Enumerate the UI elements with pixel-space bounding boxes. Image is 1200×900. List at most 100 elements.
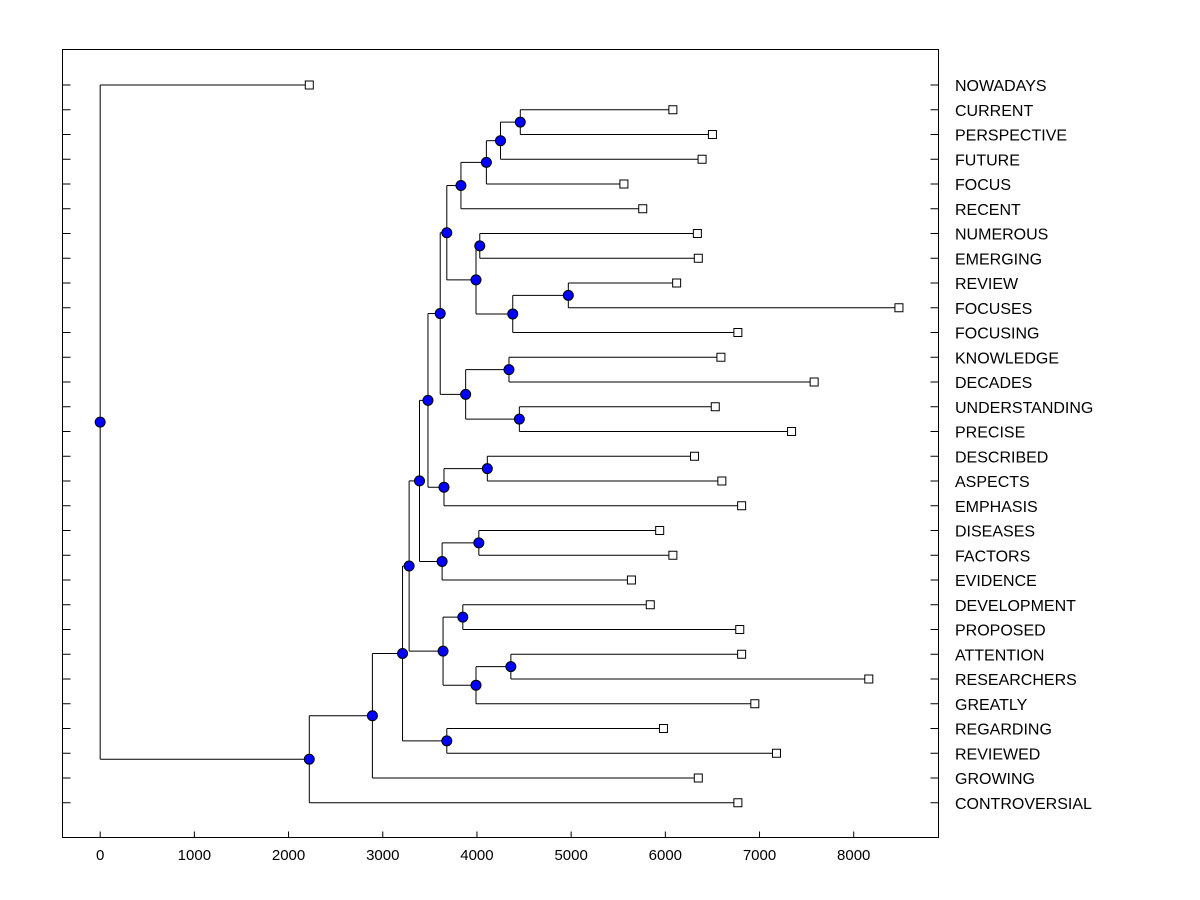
- leaf-marker: [750, 699, 760, 709]
- leaf-label: FOCUSING: [955, 326, 1039, 343]
- leaf-marker: [733, 798, 743, 808]
- merge-node: [441, 735, 453, 747]
- x-tick-label: 7000: [743, 847, 776, 864]
- leaf-marker: [809, 377, 819, 387]
- leaf-label: NUMEROUS: [955, 227, 1048, 244]
- leaf-label: REVIEWED: [955, 746, 1040, 763]
- leaf-marker: [626, 575, 636, 585]
- leaf-label: EVIDENCE: [955, 573, 1037, 590]
- merge-node: [397, 647, 409, 659]
- leaf-marker: [638, 204, 648, 214]
- leaf-label: FACTORS: [955, 548, 1030, 565]
- leaf-marker: [864, 674, 874, 684]
- merge-node: [303, 753, 315, 765]
- merge-node: [436, 555, 448, 567]
- leaf-marker: [672, 278, 682, 288]
- plot-frame: [62, 49, 939, 838]
- leaf-label: NOWADAYS: [955, 78, 1047, 95]
- merge-node: [437, 645, 449, 657]
- leaf-marker: [737, 649, 747, 659]
- leaf-marker: [693, 253, 703, 263]
- leaf-label: RESEARCHERS: [955, 672, 1077, 689]
- leaf-label: REGARDING: [955, 722, 1052, 739]
- x-axis: 0 1000 2000 3000 4000 5000 6000 7000 8000: [96, 831, 870, 864]
- merge-node: [503, 364, 515, 376]
- merge-node: [505, 661, 517, 673]
- merge-node: [507, 308, 519, 320]
- leaf-label: DEVELOPMENT: [955, 598, 1076, 615]
- x-tick-label: 3000: [366, 847, 399, 864]
- leaf-label: RECENT: [955, 202, 1021, 219]
- leaf-marker: [787, 427, 797, 436]
- merge-node: [441, 227, 453, 239]
- leaf-label: ATTENTION: [955, 647, 1044, 664]
- leaf-labels: NOWADAYS CURRENT PERSPECTIVE FUTURE FOCUS REC…: [955, 78, 1093, 813]
- leaf-label: CURRENT: [955, 103, 1033, 120]
- leaf-marker: [655, 526, 665, 535]
- leaf-marker: [707, 130, 717, 139]
- merge-node: [366, 710, 378, 722]
- leaf-marker: [710, 402, 720, 412]
- merge-node: [434, 308, 446, 320]
- leaf-label: EMERGING: [955, 251, 1042, 268]
- leaf-marker: [668, 550, 678, 560]
- x-tick-label: 0: [96, 847, 104, 864]
- leaf-label: FUTURE: [955, 152, 1020, 169]
- leaf-label: DISEASES: [955, 524, 1035, 541]
- leaf-label: KNOWLEDGE: [955, 350, 1059, 367]
- leaf-label: ASPECTS: [955, 474, 1030, 491]
- leaf-marker: [668, 105, 678, 115]
- leaf-marker: [717, 476, 727, 486]
- x-tick-label: 5000: [554, 847, 587, 864]
- leaf-label: PRECISE: [955, 425, 1025, 442]
- leaf-markers: [304, 80, 904, 808]
- leaf-label: GREATLY: [955, 697, 1028, 714]
- x-tick-label: 6000: [649, 847, 682, 864]
- leaf-marker: [733, 328, 743, 337]
- merge-nodes: [94, 116, 574, 765]
- leaf-marker: [690, 451, 700, 461]
- leaf-marker: [619, 179, 629, 189]
- merge-node: [94, 416, 106, 428]
- leaf-label: PERSPECTIVE: [955, 128, 1067, 145]
- merge-node: [495, 135, 506, 147]
- merge-node: [480, 156, 492, 168]
- merge-node: [513, 413, 525, 425]
- merge-node: [460, 388, 472, 400]
- leaf-marker: [771, 748, 781, 758]
- merge-node: [514, 116, 526, 128]
- merge-node: [470, 274, 482, 286]
- leaf-marker: [735, 625, 745, 634]
- merge-node: [422, 394, 434, 406]
- leaf-label: UNDERSTANDING: [955, 400, 1093, 417]
- leaf-marker: [692, 229, 702, 238]
- merge-node: [403, 560, 415, 572]
- leaf-label: FOCUSES: [955, 301, 1032, 318]
- merge-node: [473, 537, 485, 549]
- leaf-label: DESCRIBED: [955, 449, 1048, 466]
- x-tick-label: 2000: [272, 847, 305, 864]
- merge-node: [413, 475, 425, 487]
- leaf-label: GROWING: [955, 771, 1035, 788]
- leaf-label: DECADES: [955, 375, 1032, 392]
- merge-node: [470, 679, 482, 691]
- leaf-marker: [645, 600, 655, 610]
- y-axis-ticks: [62, 84, 939, 804]
- leaf-marker: [716, 352, 726, 362]
- leaf-marker: [737, 501, 747, 511]
- merge-node: [457, 611, 469, 623]
- leaf-marker: [658, 724, 668, 733]
- merge-node: [455, 180, 467, 192]
- x-tick-label: 1000: [178, 847, 211, 864]
- leaf-marker: [697, 154, 707, 164]
- leaf-label: REVIEW: [955, 276, 1019, 293]
- leaf-marker: [894, 303, 904, 313]
- merge-node: [562, 289, 574, 301]
- merge-node: [481, 463, 493, 475]
- leaf-marker: [693, 773, 703, 783]
- merge-node: [474, 240, 486, 252]
- x-tick-label: 4000: [460, 847, 493, 864]
- leaf-label: PROPOSED: [955, 623, 1046, 640]
- leaf-label: FOCUS: [955, 177, 1011, 194]
